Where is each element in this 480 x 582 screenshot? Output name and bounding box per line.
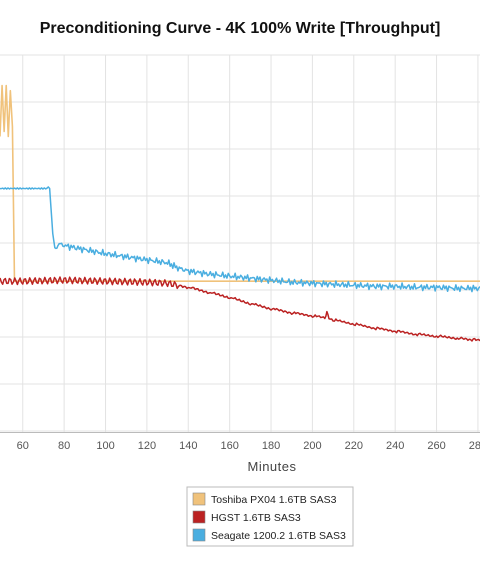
legend-label: Seagate 1200.2 1.6TB SAS3: [211, 530, 346, 542]
series-line: [0, 84, 480, 282]
legend-label: Toshiba PX04 1.6TB SAS3: [211, 494, 337, 506]
series-line: [0, 186, 480, 293]
x-tick-label: 180: [262, 440, 280, 452]
x-tick-label: 240: [386, 440, 404, 452]
x-tick-label: 280: [469, 440, 480, 452]
series-line: [0, 276, 480, 342]
x-tick-label: 100: [96, 440, 114, 452]
legend-label: HGST 1.6TB SAS3: [211, 512, 301, 524]
x-tick-label: 220: [345, 440, 363, 452]
x-axis-label: Minutes: [247, 459, 296, 474]
legend: Toshiba PX04 1.6TB SAS3 HGST 1.6TB SAS3 Se…: [186, 486, 354, 547]
legend-swatch: [192, 510, 206, 524]
series-layer: [0, 84, 480, 342]
chart-title: Preconditioning Curve - 4K 100% Write [T…: [40, 20, 441, 37]
x-tick-label: 120: [138, 440, 156, 452]
x-tick-label: 60: [17, 440, 29, 452]
x-tick-label: 160: [220, 440, 238, 452]
x-tick-label: 260: [427, 440, 445, 452]
x-tick-label: 140: [179, 440, 197, 452]
legend-box: [186, 486, 354, 547]
x-tick-label: 200: [303, 440, 321, 452]
x-tick-label: 80: [58, 440, 70, 452]
grid: [0, 54, 480, 433]
legend-swatch: [192, 528, 206, 542]
legend-swatch: [192, 492, 206, 506]
x-axis-ticks: 60 80 100 120 140 160 180 200 220 240 260 280: [17, 440, 480, 452]
